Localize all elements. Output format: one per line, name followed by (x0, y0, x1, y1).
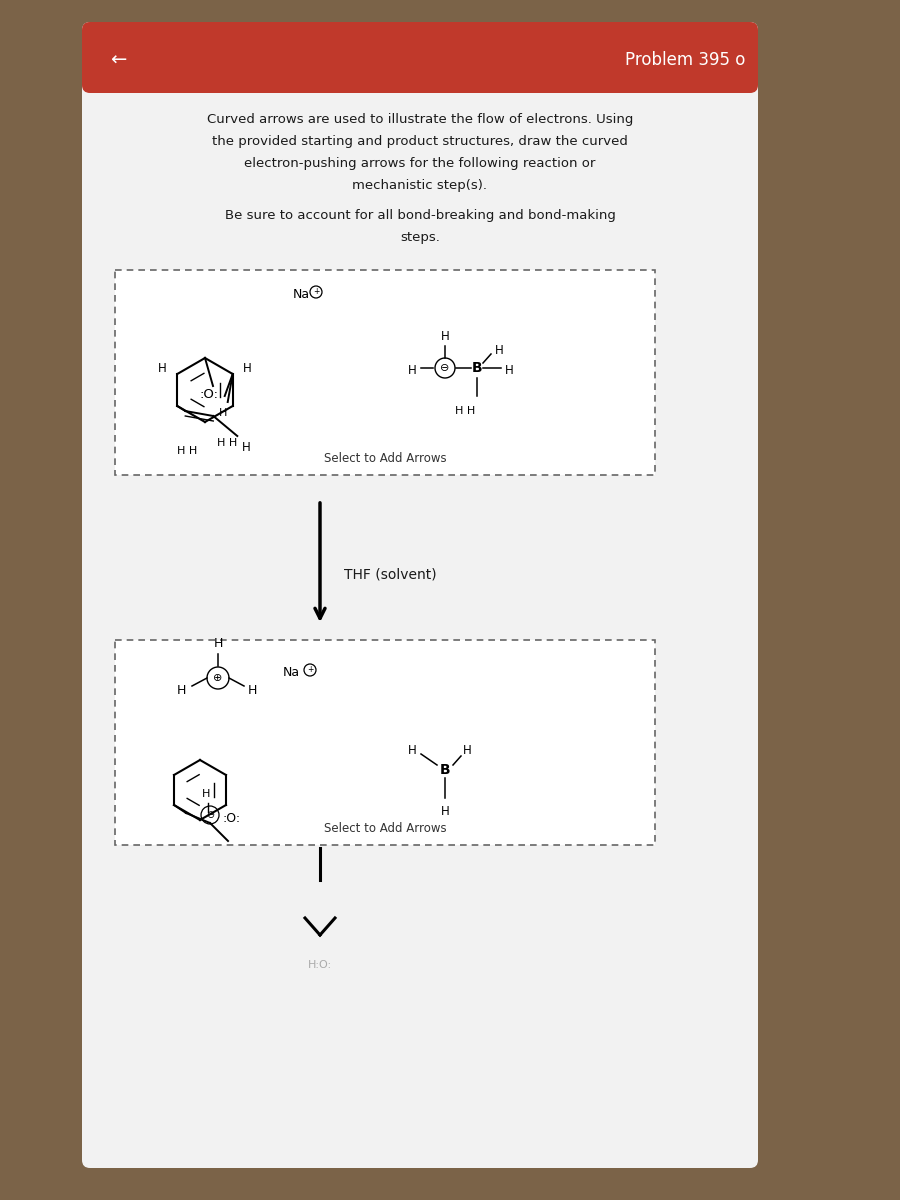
Text: ←: ← (110, 50, 126, 70)
Text: :O:: :O: (222, 811, 240, 824)
Text: H: H (409, 744, 417, 756)
Text: Na: Na (292, 288, 310, 301)
Text: ⊕: ⊕ (213, 673, 222, 683)
Text: H H: H H (217, 438, 237, 448)
Text: H: H (176, 684, 186, 696)
Text: H: H (219, 408, 227, 418)
Text: H: H (505, 364, 514, 377)
Text: H: H (441, 805, 449, 818)
FancyBboxPatch shape (82, 22, 758, 92)
Text: Select to Add Arrows: Select to Add Arrows (324, 452, 446, 466)
FancyBboxPatch shape (82, 22, 758, 1168)
Text: H: H (202, 790, 211, 799)
Text: H H: H H (454, 406, 475, 416)
Text: Na: Na (283, 666, 300, 679)
Text: H: H (441, 330, 449, 343)
Text: H: H (158, 361, 167, 374)
Text: +: + (313, 288, 320, 296)
Text: H: H (495, 343, 504, 356)
Bar (115, 270, 655, 475)
Text: H: H (409, 364, 417, 377)
Text: H: H (213, 637, 222, 650)
Text: H: H (242, 440, 251, 454)
Text: :O:: :O: (199, 388, 219, 401)
Text: THF (solvent): THF (solvent) (344, 568, 436, 582)
Text: H H: H H (177, 446, 197, 456)
Text: H: H (248, 684, 257, 696)
Text: B: B (440, 763, 450, 778)
Text: Select to Add Arrows: Select to Add Arrows (324, 822, 446, 835)
Text: H:O:: H:O: (308, 960, 332, 970)
Text: H: H (243, 361, 252, 374)
Text: mechanistic step(s).: mechanistic step(s). (353, 180, 488, 192)
Text: B: B (472, 361, 482, 374)
Text: steps.: steps. (400, 230, 440, 244)
Text: ⊖: ⊖ (440, 362, 450, 373)
Bar (115, 640, 655, 845)
Text: Be sure to account for all bond-breaking and bond-making: Be sure to account for all bond-breaking… (225, 209, 616, 222)
Text: +: + (307, 666, 313, 674)
Text: H: H (463, 744, 472, 756)
Text: electron-pushing arrows for the following reaction or: electron-pushing arrows for the followin… (244, 157, 596, 170)
Bar (90, 30, 750, 85)
Text: the provided starting and product structures, draw the curved: the provided starting and product struct… (212, 136, 628, 149)
Text: Curved arrows are used to illustrate the flow of electrons. Using: Curved arrows are used to illustrate the… (207, 114, 634, 126)
Text: ⊖: ⊖ (206, 810, 214, 820)
Text: Problem 395 o: Problem 395 o (625, 50, 745, 68)
